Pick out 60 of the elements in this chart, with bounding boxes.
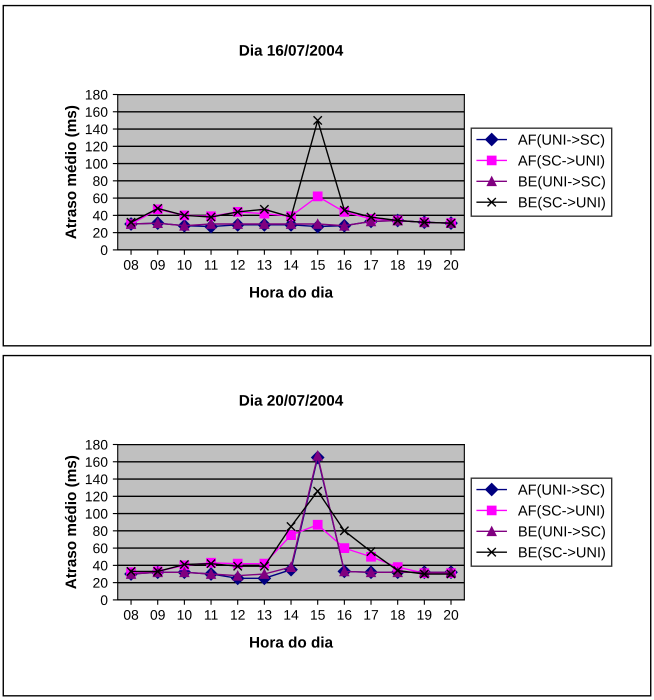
x-tick-label: 14: [284, 610, 298, 620]
y-tick-label: 0: [100, 245, 108, 256]
y-tick-label: 80: [93, 176, 108, 186]
y-tick-label: 40: [92, 560, 108, 571]
x-tick-label: 17: [364, 610, 378, 620]
legend-label: AF(UNI->SC): [518, 484, 604, 498]
y-tick-label: 20: [93, 578, 108, 588]
x-tick-label: 11: [204, 610, 218, 620]
x-tick-label: 16: [338, 260, 352, 270]
y-tick-label: 180: [86, 90, 108, 100]
legend-label: BE(UNI->SC): [519, 176, 605, 190]
y-tick-label: 80: [93, 526, 108, 536]
x-tick-label: 10: [178, 260, 192, 270]
x-tick-label: 20: [444, 260, 458, 270]
y-tick-label: 60: [93, 543, 108, 554]
x-tick-label: 19: [418, 610, 432, 620]
x-tick-label: 17: [364, 260, 378, 270]
x-tick-label: 11: [204, 260, 218, 270]
x-tick-label: 16: [338, 610, 352, 620]
y-axis-title: Atraso médio (ms): [64, 456, 80, 589]
x-tick-label: 19: [418, 260, 432, 270]
x-tick-label: 15: [311, 610, 325, 620]
x-tick-label: 09: [150, 260, 165, 270]
y-tick-label: 0: [100, 595, 108, 606]
x-tick-label: 15: [311, 260, 325, 270]
y-tick-label: 160: [86, 107, 108, 117]
x-tick-label: 18: [391, 260, 405, 270]
legend-label: BE(SC->UNI): [519, 196, 605, 210]
legend-label: AF(SC->UNI): [518, 504, 604, 519]
x-axis-title: Hora do dia: [250, 286, 334, 298]
x-tick-label: 12: [231, 610, 245, 620]
x-tick-label: 10: [178, 610, 192, 620]
y-tick-label: 100: [86, 508, 108, 519]
x-tick-label: 08: [124, 260, 138, 270]
y-tick-label: 20: [93, 228, 108, 238]
y-tick-label: 140: [86, 474, 108, 484]
y-tick-label: 40: [92, 210, 108, 221]
x-tick-label: 09: [150, 610, 165, 620]
x-tick-label: 13: [258, 610, 272, 620]
x-tick-label: 20: [444, 610, 458, 620]
legend-label: BE(SC->UNI): [519, 546, 605, 560]
y-tick-label: 100: [86, 158, 108, 169]
x-tick-label: 14: [284, 260, 298, 270]
y-tick-label: 160: [86, 457, 108, 467]
chart-title: Dia 16/07/2004: [240, 44, 344, 56]
y-tick-label: 120: [86, 492, 108, 502]
y-tick-label: 180: [86, 440, 108, 450]
legend-label: AF(SC->UNI): [518, 154, 604, 169]
x-tick-label: 18: [391, 610, 405, 620]
y-tick-label: 120: [86, 142, 108, 152]
x-tick-label: 13: [258, 260, 272, 270]
legend-label: AF(UNI->SC): [518, 134, 604, 148]
x-tick-label: 08: [124, 610, 138, 620]
y-tick-label: 140: [86, 124, 108, 134]
chart-title: Dia 20/07/2004: [240, 394, 344, 406]
legend-label: BE(UNI->SC): [519, 526, 605, 540]
x-axis-title: Hora do dia: [250, 636, 334, 648]
y-tick-label: 60: [93, 193, 108, 204]
x-tick-label: 12: [231, 260, 245, 270]
y-axis-title: Atraso médio (ms): [64, 106, 80, 239]
